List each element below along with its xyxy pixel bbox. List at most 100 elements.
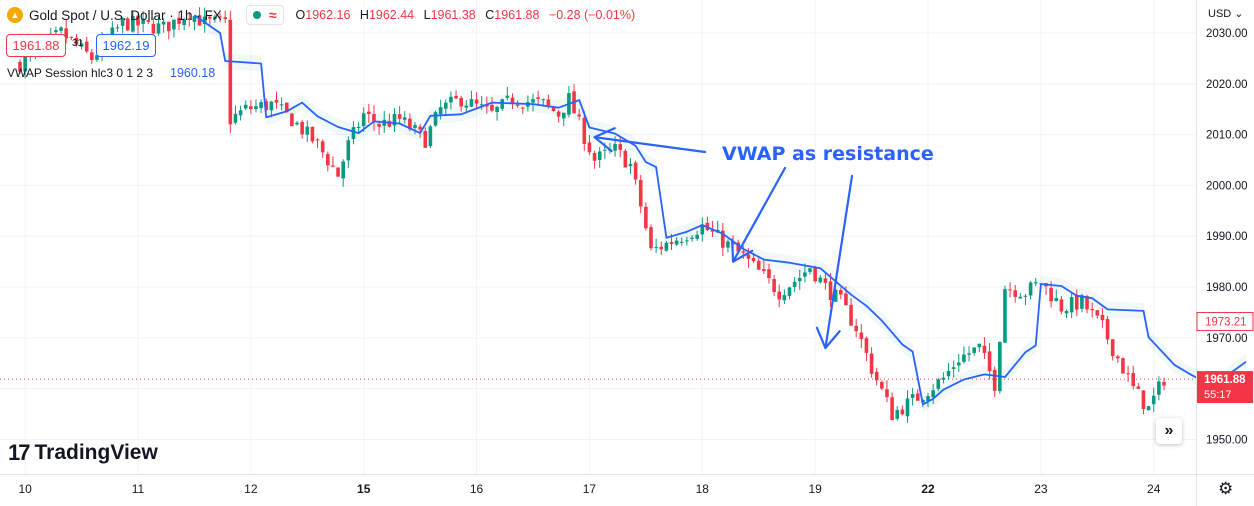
- candle-body: [936, 379, 941, 389]
- candle-body: [202, 16, 207, 25]
- candle-body: [782, 295, 787, 301]
- candle-body: [895, 409, 900, 419]
- symbol-title[interactable]: Gold Spot / U.S. Dollar · 1h · FX: [29, 7, 222, 23]
- candle-body: [721, 230, 725, 248]
- candle-body: [182, 19, 186, 25]
- candle-body: [531, 99, 535, 103]
- scroll-to-realtime-button[interactable]: »: [1156, 418, 1182, 444]
- candle-body: [279, 104, 284, 106]
- y-tick-label: 1970.00: [1206, 333, 1248, 345]
- candle-body: [346, 140, 351, 161]
- candle-body: [1126, 373, 1130, 375]
- candle-body: [844, 293, 848, 306]
- candle-body: [120, 18, 125, 26]
- candle-body: [495, 106, 499, 113]
- candle-body: [1049, 287, 1053, 302]
- candle-body: [341, 161, 345, 179]
- candle-body: [454, 95, 458, 99]
- candle-body: [74, 37, 79, 45]
- candle-body: [228, 19, 233, 125]
- tradingview-logo[interactable]: 17 TradingView: [8, 440, 158, 466]
- open-label: O: [295, 8, 306, 22]
- market-status[interactable]: ≈: [245, 5, 284, 25]
- candle-body: [592, 153, 597, 161]
- candle-body: [700, 224, 705, 235]
- wave-icon: ≈: [268, 7, 277, 23]
- candle-body: [264, 101, 269, 110]
- candle-body: [336, 167, 340, 177]
- candle-body: [1131, 373, 1136, 386]
- change-value: −0.28 (−0.01%): [548, 8, 636, 22]
- candle-body: [361, 113, 366, 127]
- candle-body: [464, 105, 469, 108]
- candle-body: [479, 104, 484, 106]
- indicator-value: 1960.18: [170, 66, 216, 80]
- candle-body: [18, 61, 22, 72]
- candle-body: [274, 99, 279, 103]
- candle-body: [474, 99, 479, 104]
- x-tick-label: 10: [18, 482, 32, 496]
- candle-body: [967, 353, 971, 355]
- candle-body: [618, 144, 623, 150]
- candle-body: [956, 362, 961, 366]
- chart-grid: [0, 0, 1196, 474]
- sell-button[interactable]: 1961.88: [6, 34, 66, 57]
- low-value: 1961.38: [430, 8, 476, 22]
- candle-body: [192, 16, 197, 22]
- candle-body: [1162, 381, 1166, 386]
- candle-body: [238, 110, 243, 116]
- candle-body: [736, 242, 740, 252]
- candle-body: [110, 27, 115, 39]
- candle-body: [885, 389, 889, 398]
- candle-body: [233, 113, 238, 123]
- candle-body: [156, 23, 161, 34]
- candle-body: [931, 390, 935, 398]
- candle-body: [880, 381, 884, 389]
- x-tick-label: 24: [1147, 482, 1161, 496]
- candle-body: [1054, 298, 1059, 302]
- candle-body: [1023, 295, 1028, 297]
- candle-body: [982, 345, 987, 353]
- candle-body: [402, 117, 407, 120]
- candle-body: [823, 278, 828, 283]
- candle-body: [243, 104, 248, 109]
- gold-symbol-icon[interactable]: ▲: [7, 7, 23, 23]
- spread-value: 31: [72, 38, 84, 49]
- candle-body: [854, 325, 858, 332]
- candle-body: [623, 150, 628, 168]
- candle-body: [59, 27, 63, 31]
- price-label-box: [1196, 312, 1254, 332]
- candle-body: [23, 55, 27, 72]
- ohlc-readout: O1962.16 H1962.44 L1961.38 C1961.88 −0.2…: [296, 8, 642, 22]
- candle-body: [1146, 406, 1151, 411]
- candle-body: [520, 107, 525, 109]
- candle-body: [433, 112, 438, 126]
- candle-body: [459, 97, 463, 107]
- candle-body: [1105, 319, 1110, 340]
- candle-body: [490, 104, 494, 111]
- candle-body: [90, 52, 94, 60]
- last-price-text: 1961.88: [1204, 374, 1246, 386]
- candle-body: [690, 237, 694, 239]
- candle-body: [136, 15, 140, 26]
- x-tick-label: 23: [1034, 482, 1048, 496]
- settings-gear-icon[interactable]: ⚙: [1218, 479, 1234, 498]
- currency-selector[interactable]: USD ⌄: [1208, 8, 1244, 20]
- high-value: 1962.44: [368, 8, 415, 22]
- candle-body: [151, 23, 156, 34]
- indicator-legend[interactable]: VWAP Session hlc3 0 1 2 3: [7, 66, 154, 80]
- candle-body: [890, 397, 894, 421]
- candle-body: [423, 131, 428, 148]
- x-tick-label: 12: [244, 482, 258, 496]
- candle-body: [438, 107, 443, 115]
- market-open-dot-icon: [252, 11, 261, 19]
- candle-body: [125, 18, 130, 31]
- candle-body: [992, 369, 997, 391]
- candle-body: [685, 240, 689, 242]
- low-label: L: [423, 8, 431, 22]
- candle-body: [305, 126, 310, 135]
- buy-button[interactable]: 1962.19: [96, 34, 156, 57]
- candle-body: [695, 234, 699, 239]
- candle-body: [1110, 339, 1115, 356]
